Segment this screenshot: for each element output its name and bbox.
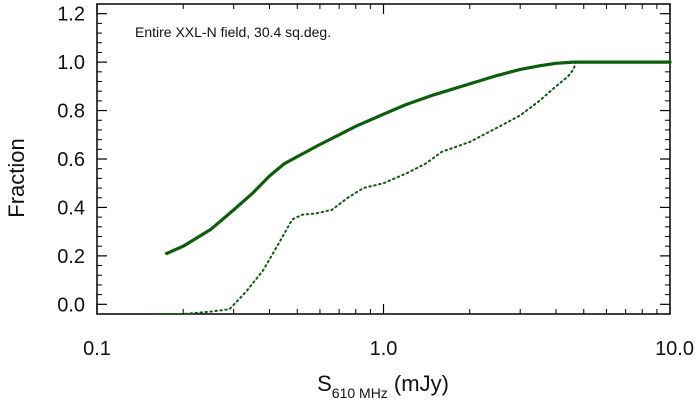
- y-axis-label: Fraction: [4, 138, 29, 217]
- series-group: [154, 60, 672, 315]
- y-tick-label: 0.8: [57, 101, 85, 123]
- y-tick-label: 0.6: [57, 149, 85, 171]
- y-tick-label: 0.0: [57, 294, 85, 316]
- y-tick-label: 1.0: [57, 52, 85, 74]
- plot-frame: [96, 3, 671, 315]
- x-axis-label-unit: (mJy): [388, 371, 449, 396]
- series-line-dotted: [154, 61, 671, 315]
- y-tick-label: 1.2: [57, 4, 85, 26]
- series-line-solid: [165, 60, 672, 256]
- y-tick-label: 0.2: [57, 246, 85, 268]
- x-axis-label-main: S: [317, 371, 332, 396]
- chart-annotation: Entire XXL-N field, 30.4 sq.deg.: [135, 24, 331, 40]
- y-tick-label: 0.4: [57, 197, 85, 219]
- x-tick-label: 1.0: [370, 338, 398, 360]
- x-tick-label: 0.1: [83, 338, 111, 360]
- axis-ticks: 0.0 0.2 0.4 0.6 0.8 1.0 1.2 0.1 1.0 10.0: [57, 4, 694, 360]
- x-axis-label: S610 MHz (mJy): [317, 371, 449, 401]
- x-axis-label-subscript: 610 MHz: [332, 385, 388, 401]
- x-tick-label: 10.0: [655, 338, 694, 360]
